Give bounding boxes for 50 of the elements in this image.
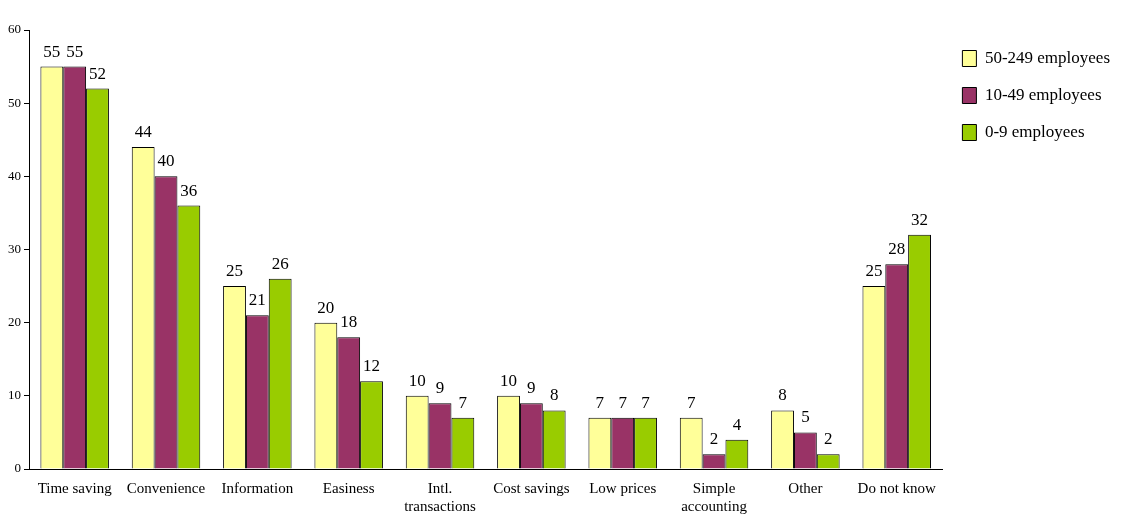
data-label: 25 [226,261,244,281]
data-label: 36 [180,180,198,200]
data-label: 40 [157,151,175,171]
data-label: 7 [686,392,696,412]
y-tick-label: 20 [8,314,21,330]
data-label: 25 [865,261,883,281]
data-label: 7 [641,392,651,412]
data-label: 26 [271,253,289,273]
x-tick-label: Cost savings [493,479,570,496]
x-tick-label: Intl. transactions [404,479,477,514]
x-tick-label: Other [788,479,823,496]
data-label: 44 [134,122,153,142]
data-label: 9 [435,378,445,398]
data-label: 52 [89,63,106,83]
data-label: 32 [911,209,929,229]
y-tick-label: 0 [14,460,21,476]
data-label: 9 [527,378,536,398]
x-tick-label: Time saving [37,479,113,496]
data-label: 7 [595,392,605,412]
data-label: 7 [458,392,468,412]
data-label: 20 [317,297,335,317]
x-tick-label: Convenience [126,479,206,496]
y-tick-label: 10 [8,387,21,403]
y-tick-label: 40 [8,167,21,183]
x-tick-label: Do not know [857,479,937,496]
data-label: 2 [709,429,719,449]
y-tick-label: 30 [8,240,21,256]
data-label: 10 [500,370,518,390]
legend-label: 10-49 employees [984,84,1102,104]
x-tick-label: Easiness [322,479,375,496]
data-label: 28 [888,239,906,259]
data-label: 21 [248,290,266,310]
x-tick-label: Simple accounting [681,479,748,514]
data-label: 2 [823,429,833,449]
data-label: 18 [340,312,358,332]
data-label: 55 [43,41,61,61]
y-tick-label: 60 [8,21,21,37]
data-label: 55 [66,41,84,61]
legend-label: 50-249 employees [984,47,1110,67]
data-label: 5 [801,407,810,427]
data-label: 8 [778,385,787,405]
x-tick-label: Low prices [589,479,657,496]
data-label: 7 [618,392,628,412]
x-tick-label: Information [221,479,294,496]
data-label: 4 [732,414,742,434]
data-label: 8 [549,385,559,405]
legend-label: 0-9 employees [984,121,1085,141]
data-label: 10 [408,370,426,390]
y-tick-label: 50 [8,94,21,110]
data-label: 12 [363,356,381,376]
